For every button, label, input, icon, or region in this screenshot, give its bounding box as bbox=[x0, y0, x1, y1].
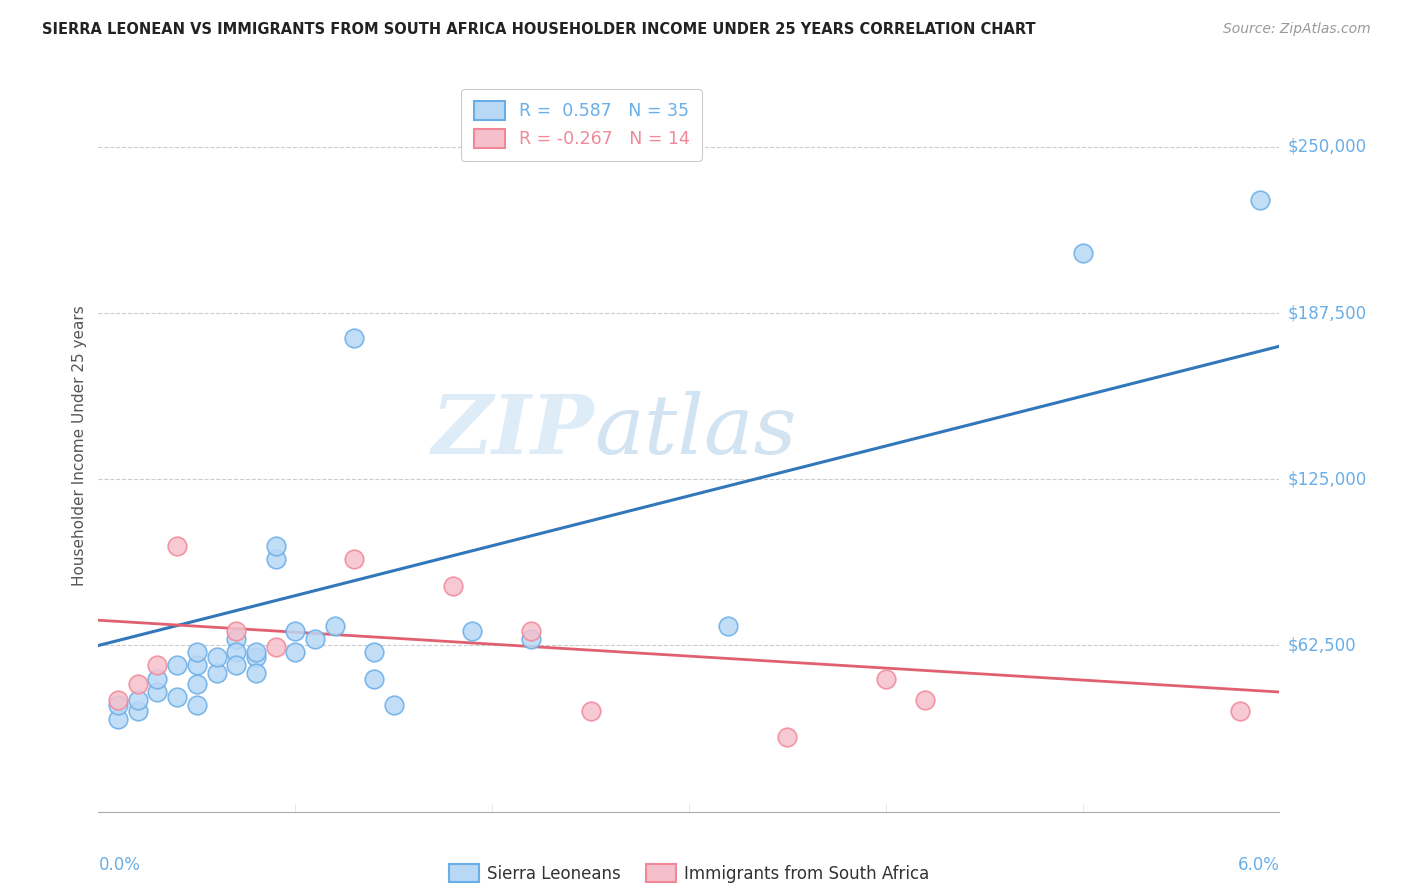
Point bbox=[166, 658, 188, 673]
Text: 6.0%: 6.0% bbox=[1237, 855, 1279, 873]
Point bbox=[245, 650, 267, 665]
Point bbox=[127, 693, 149, 707]
Point bbox=[186, 658, 208, 673]
Point bbox=[107, 698, 129, 713]
Point bbox=[146, 672, 169, 686]
Point bbox=[363, 645, 385, 659]
Point bbox=[127, 677, 149, 691]
Legend: Sierra Leoneans, Immigrants from South Africa: Sierra Leoneans, Immigrants from South A… bbox=[440, 855, 938, 891]
Point bbox=[225, 624, 247, 638]
Point bbox=[363, 672, 385, 686]
Point bbox=[520, 624, 543, 638]
Point bbox=[245, 645, 267, 659]
Point bbox=[166, 690, 188, 705]
Point bbox=[520, 632, 543, 646]
Point bbox=[205, 650, 228, 665]
Point bbox=[284, 624, 307, 638]
Text: atlas: atlas bbox=[595, 392, 797, 471]
Point bbox=[914, 693, 936, 707]
Point bbox=[146, 685, 169, 699]
Point bbox=[284, 645, 307, 659]
Point bbox=[264, 539, 287, 553]
Text: $125,000: $125,000 bbox=[1288, 470, 1367, 488]
Point bbox=[127, 704, 149, 718]
Point bbox=[875, 672, 897, 686]
Text: 0.0%: 0.0% bbox=[98, 855, 141, 873]
Text: Source: ZipAtlas.com: Source: ZipAtlas.com bbox=[1223, 22, 1371, 37]
Point bbox=[1229, 704, 1251, 718]
Text: SIERRA LEONEAN VS IMMIGRANTS FROM SOUTH AFRICA HOUSEHOLDER INCOME UNDER 25 YEARS: SIERRA LEONEAN VS IMMIGRANTS FROM SOUTH … bbox=[42, 22, 1036, 37]
Point bbox=[225, 658, 247, 673]
Point bbox=[186, 645, 208, 659]
Point bbox=[264, 552, 287, 566]
Point bbox=[245, 666, 267, 681]
Text: ZIP: ZIP bbox=[432, 392, 595, 471]
Point bbox=[1071, 246, 1094, 260]
Text: $187,500: $187,500 bbox=[1288, 304, 1367, 322]
Point bbox=[1249, 193, 1271, 207]
Point bbox=[304, 632, 326, 646]
Point bbox=[186, 698, 208, 713]
Point bbox=[225, 632, 247, 646]
Y-axis label: Householder Income Under 25 years: Householder Income Under 25 years bbox=[72, 306, 87, 586]
Point bbox=[343, 552, 366, 566]
Point bbox=[264, 640, 287, 654]
Point bbox=[776, 731, 799, 745]
Point bbox=[225, 645, 247, 659]
Point bbox=[343, 331, 366, 345]
Point bbox=[441, 579, 464, 593]
Text: $250,000: $250,000 bbox=[1288, 137, 1367, 156]
Point bbox=[579, 704, 602, 718]
Point bbox=[382, 698, 405, 713]
Point bbox=[717, 618, 740, 632]
Point bbox=[186, 677, 208, 691]
Point bbox=[107, 693, 129, 707]
Point bbox=[461, 624, 484, 638]
Point bbox=[323, 618, 346, 632]
Point bbox=[146, 658, 169, 673]
Point bbox=[205, 666, 228, 681]
Text: $62,500: $62,500 bbox=[1288, 637, 1357, 655]
Point bbox=[166, 539, 188, 553]
Point bbox=[107, 712, 129, 726]
